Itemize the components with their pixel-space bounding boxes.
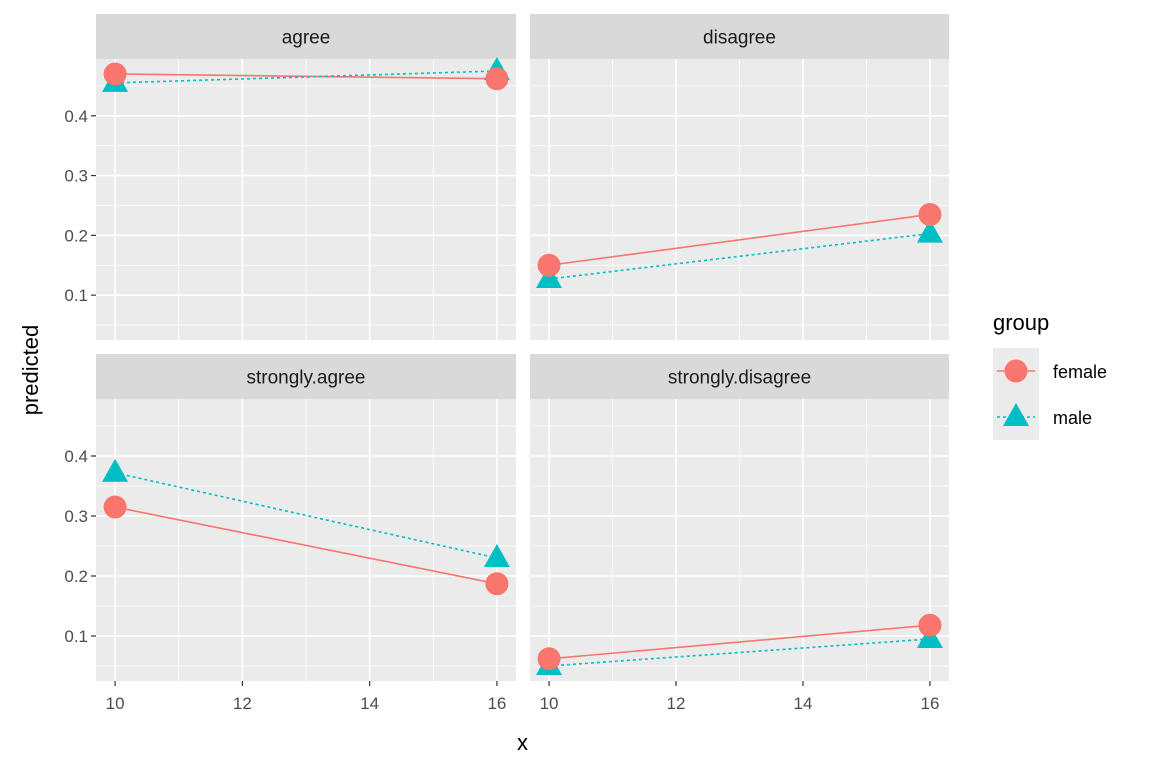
panel-title: agree — [282, 28, 331, 49]
y-tick-label: 0.4 — [64, 107, 88, 126]
series-line-male — [548, 232, 931, 280]
series-line-female — [115, 73, 497, 80]
series-line-male — [548, 638, 931, 667]
point-female — [103, 495, 127, 519]
legend-item-female: female — [993, 348, 1107, 394]
point-female — [918, 202, 942, 226]
legend-label: female — [1053, 362, 1107, 382]
point-female — [918, 613, 942, 637]
panel-strongly-agree: strongly.agree 0.1 0.2 0.3 0.4 10 12 14 16 — [64, 354, 516, 713]
panel-title: disagree — [703, 28, 776, 49]
x-axis-title: x — [517, 730, 528, 755]
panel-disagree: disagree — [530, 14, 949, 340]
panel-agree: agree 0.1 0.2 0.3 0.4 — [64, 14, 516, 340]
series-line-female — [114, 506, 498, 585]
point-male — [483, 544, 510, 567]
y-tick-label: 0.2 — [64, 226, 88, 245]
panel-strongly-disagree: strongly.disagree 10 12 14 16 — [530, 354, 949, 713]
x-tick-label: 12 — [667, 694, 686, 713]
panel-strip — [530, 354, 949, 399]
legend-key-circle — [1004, 359, 1028, 383]
panel-strip — [96, 354, 516, 399]
x-tick-label: 14 — [794, 694, 813, 713]
legend-key-triangle — [1003, 403, 1029, 426]
y-axis-title: predicted — [18, 325, 43, 416]
point-female — [537, 253, 561, 277]
y-tick-label: 0.3 — [64, 167, 88, 186]
y-tick-label: 0.3 — [64, 507, 88, 526]
point-female — [537, 647, 561, 671]
panel-title: strongly.disagree — [668, 368, 811, 389]
x-tick-label: 10 — [540, 694, 559, 713]
y-tick-label: 0.2 — [64, 567, 88, 586]
x-tick-label: 10 — [106, 694, 125, 713]
point-female — [485, 572, 509, 596]
panel-strip — [96, 14, 516, 59]
x-tick-label: 12 — [233, 694, 252, 713]
legend: group female male — [993, 310, 1107, 440]
y-tick-label: 0.1 — [64, 627, 88, 646]
point-female — [485, 67, 509, 91]
series-line-female — [548, 624, 931, 660]
legend-label: male — [1053, 408, 1092, 428]
x-tick-label: 16 — [920, 694, 939, 713]
y-tick-label: 0.4 — [64, 447, 88, 466]
x-tick-label: 16 — [487, 694, 506, 713]
point-male — [916, 219, 943, 243]
legend-title: group — [993, 310, 1049, 335]
x-tick-label: 14 — [360, 694, 379, 713]
point-male — [102, 458, 129, 482]
legend-item-male: male — [993, 394, 1092, 440]
series-line-female — [548, 213, 931, 267]
panel-strip — [530, 14, 949, 59]
series-line-male — [114, 472, 498, 559]
y-tick-label: 0.1 — [64, 286, 88, 305]
point-female — [103, 62, 127, 86]
series-line-male — [115, 70, 497, 84]
panel-title: strongly.agree — [247, 368, 366, 389]
